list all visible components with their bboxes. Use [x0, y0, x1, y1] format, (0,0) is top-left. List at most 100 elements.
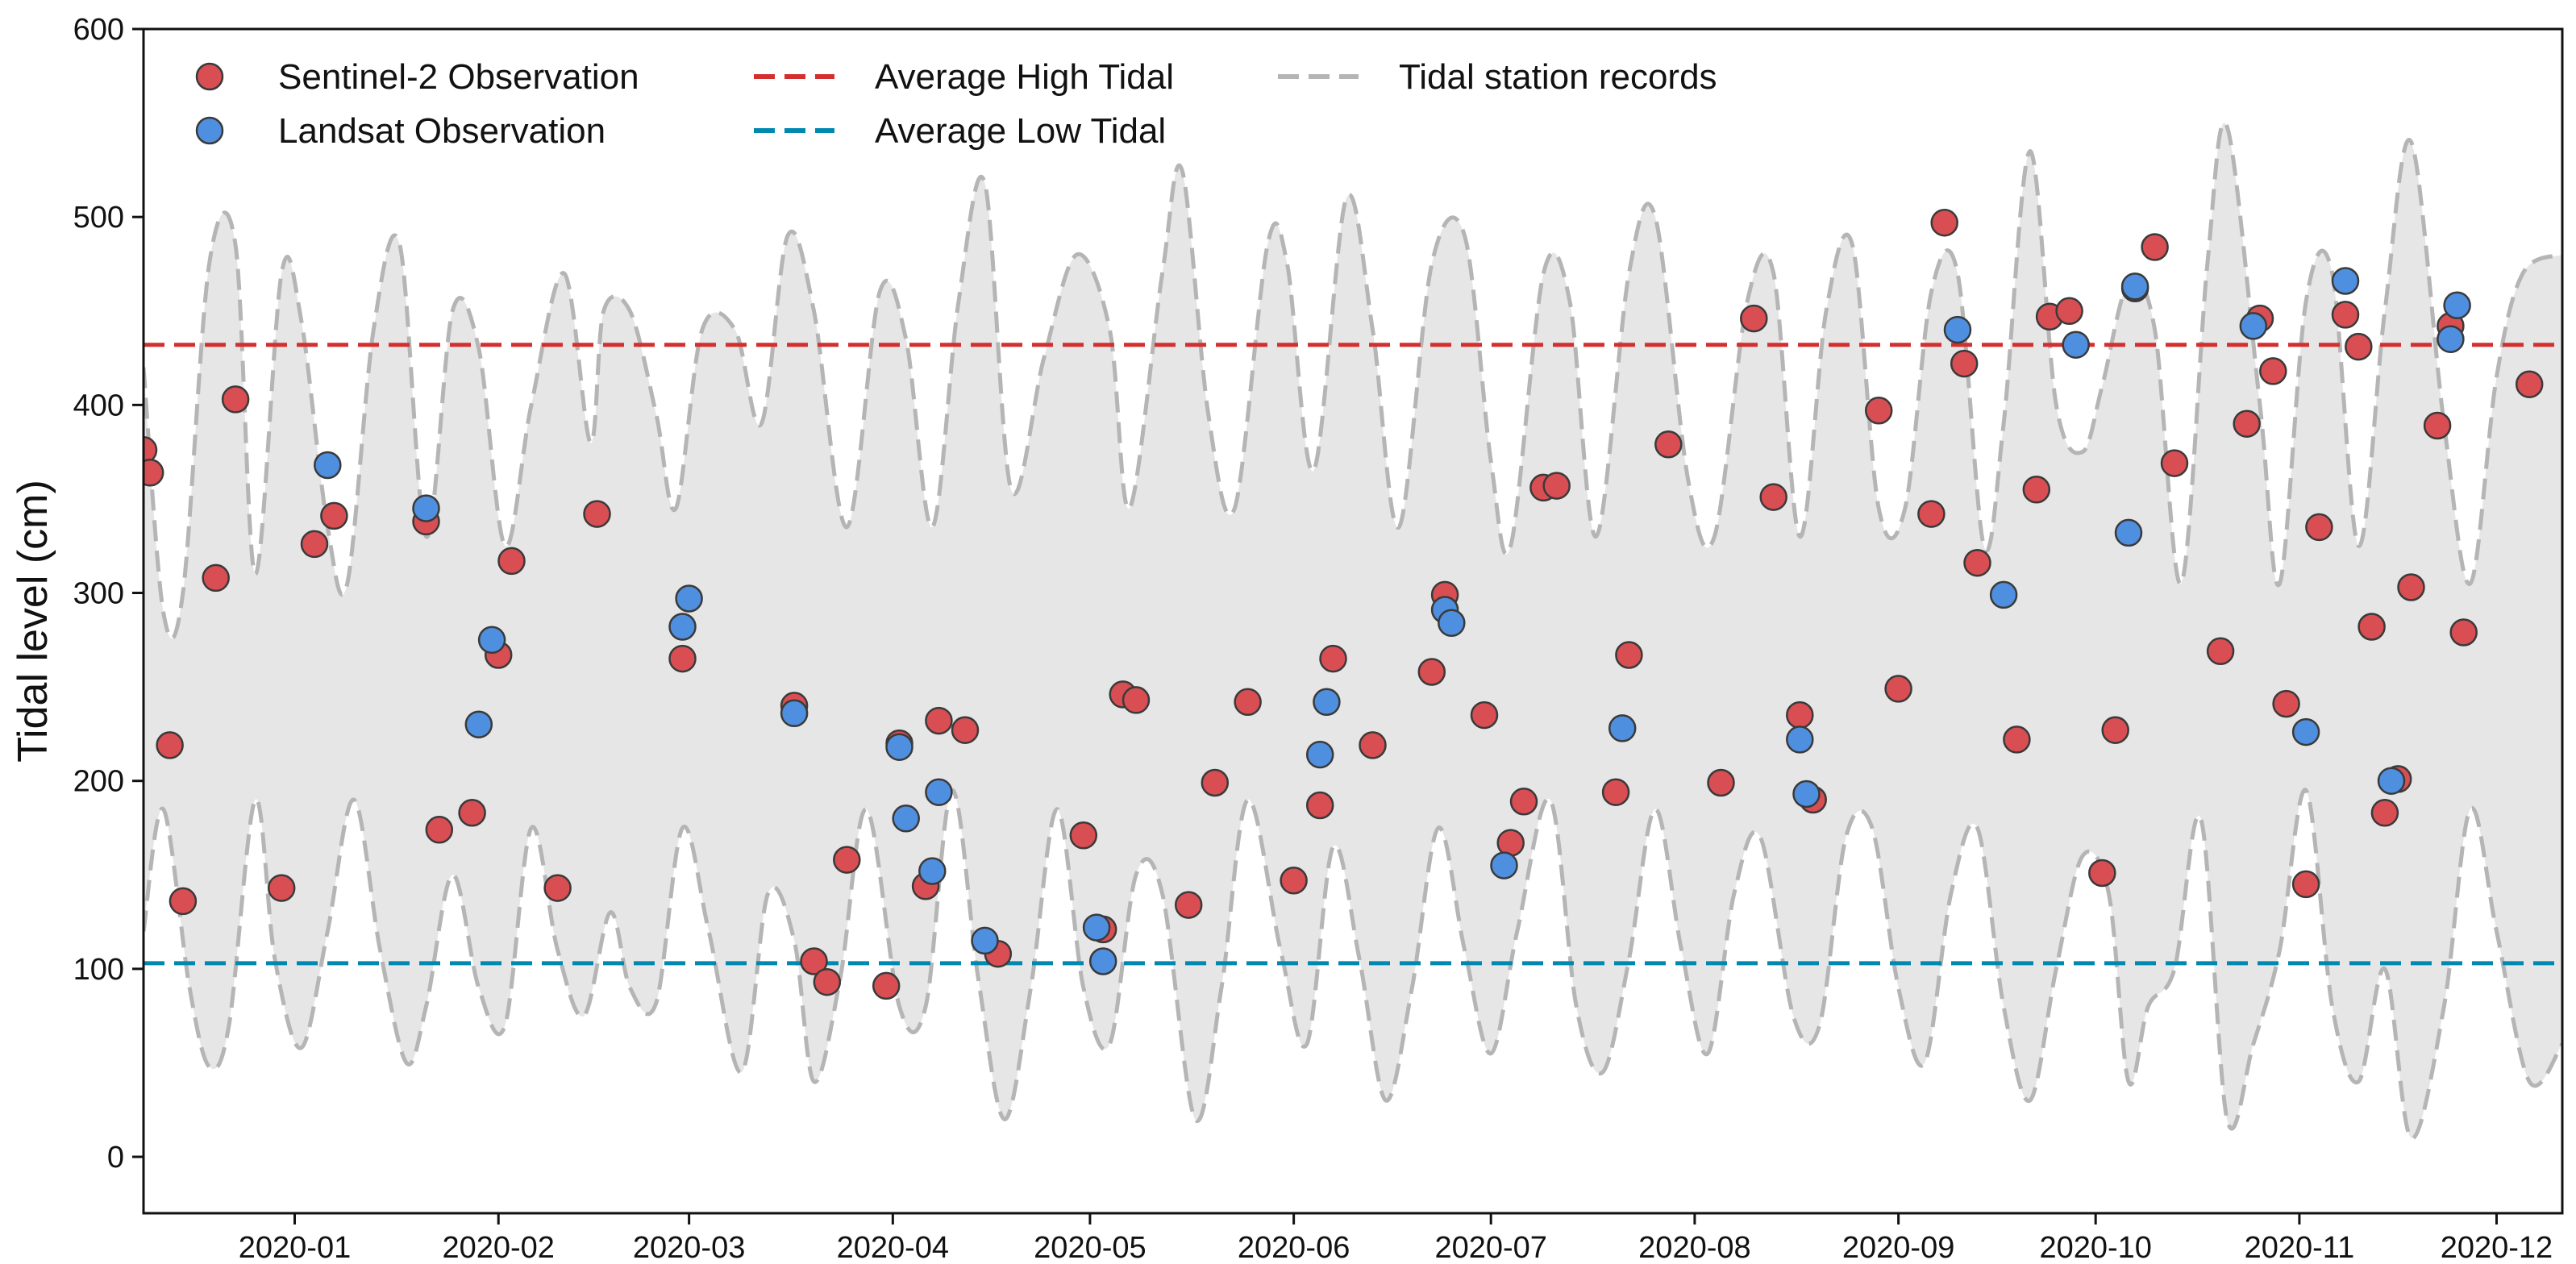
landsat-point [918, 857, 947, 885]
x-tick-label: 2020-10 [2039, 1231, 2151, 1264]
landsat-point [675, 584, 703, 613]
landsat-point [1989, 580, 2018, 609]
sentinel-point [2259, 357, 2287, 385]
tidal-range-fill [144, 123, 2562, 1139]
sentinel-point [1359, 731, 1387, 759]
landsat-series [314, 267, 2471, 975]
sentinel-point [497, 547, 526, 576]
sentinel-point [1930, 208, 1958, 237]
landsat-point [1313, 688, 1341, 717]
tidal-lower-line [144, 788, 2562, 1141]
sentinel-point [267, 874, 296, 902]
landsat-point [1088, 947, 1117, 975]
landsat-point [780, 699, 809, 728]
sentinel-point [2003, 726, 2031, 754]
landsat-point [885, 733, 913, 761]
legend-marker [195, 116, 224, 145]
sentinel-point [668, 644, 697, 673]
sentinel-point [1963, 548, 1991, 577]
x-tick-label: 2020-02 [442, 1231, 554, 1264]
landsat-point [314, 451, 342, 480]
y-tick-label: 500 [73, 201, 124, 235]
sentinel-point [2449, 618, 2478, 647]
y-tick-label: 0 [107, 1141, 124, 1175]
landsat-point [1943, 315, 1972, 344]
sentinel-point [2272, 689, 2300, 718]
sentinel-point [1864, 397, 1893, 425]
sentinel-point [1654, 430, 1683, 459]
tidal-upper-line [144, 120, 2562, 641]
x-tick-label: 2020-03 [633, 1231, 745, 1264]
sentinel-point [1122, 686, 1151, 714]
sentinel-point [543, 874, 572, 902]
sentinel-point [2423, 411, 2452, 440]
sentinel-point [951, 716, 980, 744]
legend-label: Average High Tidal [875, 57, 1174, 97]
landsat-point [464, 710, 493, 738]
landsat-point [412, 494, 440, 522]
y-tick-label: 100 [73, 953, 124, 987]
sentinel-point [1759, 483, 1787, 511]
legend-entry: Landsat Observation [195, 111, 606, 151]
sentinel-point [320, 501, 348, 530]
sentinel-point [2515, 370, 2544, 398]
x-tick-label: 2020-09 [1842, 1231, 1954, 1264]
legend: Sentinel-2 Observation Landsat Observatio… [195, 57, 1717, 151]
landsat-point [2239, 312, 2268, 340]
landsat-point [2443, 291, 2471, 320]
legend-entry: Average High Tidal [754, 57, 1174, 97]
x-tick-label: 2020-06 [1238, 1231, 1350, 1264]
sentinel-point [2055, 297, 2083, 326]
landsat-point [2437, 325, 2465, 353]
landsat-point [2120, 272, 2149, 301]
sentinel-point [2141, 233, 2169, 261]
legend-label: Average Low Tidal [875, 111, 1166, 151]
x-tick-label: 2020-12 [2441, 1231, 2553, 1264]
sentinel-point [2160, 449, 2189, 477]
sentinel-point [800, 947, 828, 975]
sentinel-point [1509, 788, 1538, 816]
y-tick-label: 300 [73, 577, 124, 611]
landsat-point [2331, 267, 2360, 295]
landsat-point [892, 805, 920, 833]
sentinel-point [1950, 349, 1979, 378]
y-axis: 0 100 200 300 400 500 600 [73, 13, 144, 1175]
x-tick-label: 2020-05 [1034, 1231, 1146, 1264]
sentinel-point [1615, 641, 1643, 669]
sentinel-point [1174, 891, 1203, 919]
sentinel-point [2331, 301, 2360, 329]
landsat-point [477, 626, 506, 655]
sentinel-point [2397, 573, 2425, 601]
sentinel-point [2101, 716, 2129, 744]
sentinel-point [156, 731, 184, 759]
landsat-point [2062, 331, 2090, 359]
sentinel-point [833, 846, 861, 874]
sentinel-point [1601, 778, 1630, 806]
sentinel-point [458, 799, 486, 827]
landsat-point [2291, 717, 2320, 746]
landsat-point [1490, 851, 1518, 879]
landsat-point [1608, 714, 1637, 742]
sentinel-point [1707, 768, 1735, 797]
sentinel-point [872, 971, 901, 1000]
sentinel-point [1234, 688, 1262, 717]
sentinel-point [1786, 701, 1814, 730]
landsat-point [971, 926, 999, 955]
sentinel-point [1280, 867, 1308, 895]
sentinel-point [1884, 675, 1912, 703]
sentinel-point [300, 530, 329, 559]
sentinel-point [2345, 332, 2373, 361]
legend-entry: Sentinel-2 Observation [195, 57, 639, 97]
legend-marker [195, 62, 224, 91]
plot-area [144, 120, 2562, 1141]
sentinel-point [1917, 500, 1946, 528]
sentinel-point [2088, 859, 2116, 888]
y-tick-label: 600 [73, 13, 124, 47]
sentinel-point [1305, 791, 1334, 820]
x-tick-label: 2020-08 [1638, 1231, 1750, 1264]
sentinel-point [1201, 768, 1230, 797]
sentinel-point [925, 706, 953, 735]
sentinel-point [2370, 799, 2399, 827]
sentinel-point [221, 385, 250, 414]
sentinel-point [1740, 304, 1768, 333]
